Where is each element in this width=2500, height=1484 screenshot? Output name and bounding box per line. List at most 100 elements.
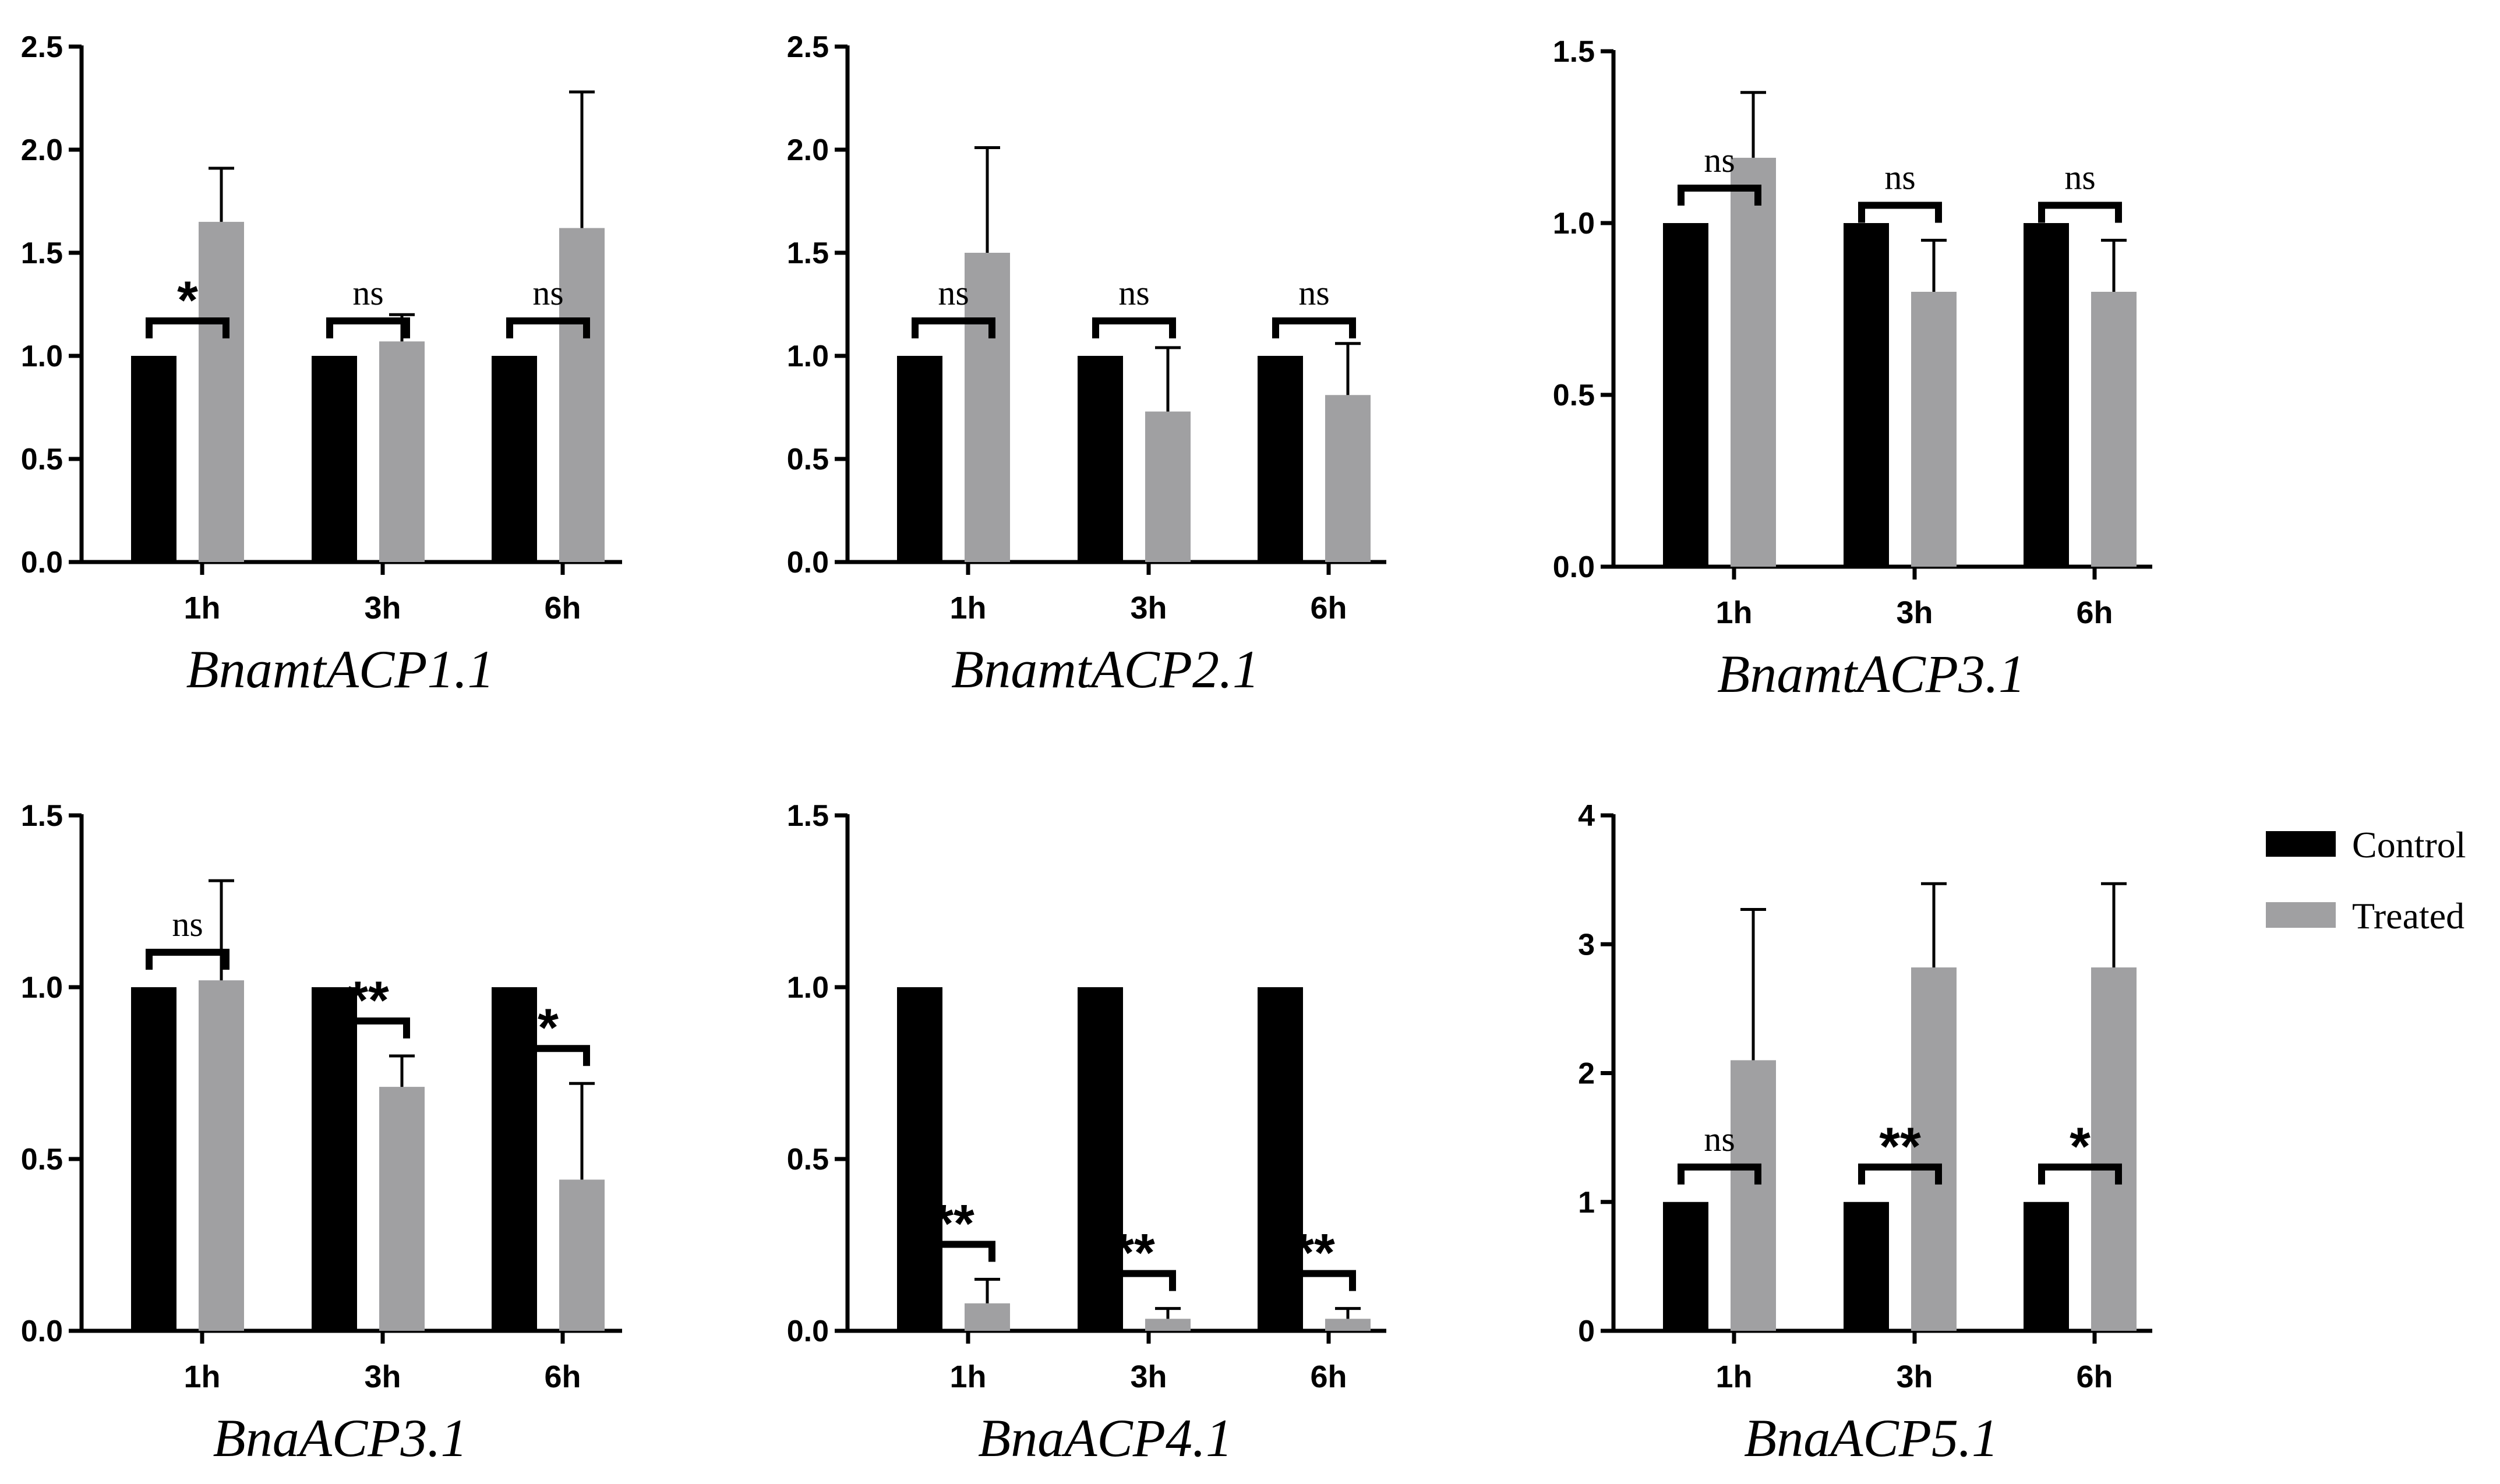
y-tick-label: 0	[1578, 1315, 1595, 1348]
y-tick-label: 0.0	[787, 1315, 829, 1348]
y-tick-label: 2.0	[21, 133, 63, 167]
y-tick-label: 1.5	[21, 799, 63, 833]
y-tick-label: 0.0	[21, 1315, 63, 1348]
bar-control-6h	[2024, 1202, 2069, 1331]
x-tick-label-3h: 3h	[364, 591, 401, 626]
y-tick-label: 2	[1578, 1057, 1595, 1091]
significance-bracket-6h	[1272, 317, 1356, 338]
y-tick-label: 1.5	[787, 799, 829, 833]
significance-label-1h: ns	[1704, 1120, 1735, 1158]
significance-bracket-3h	[1092, 317, 1176, 338]
legend-swatch-treated	[2266, 902, 2336, 928]
significance-label-1h: ns	[172, 905, 203, 944]
significance-bracket-1h	[1678, 185, 1761, 206]
significance-label-1h: *	[177, 271, 198, 330]
bar-treated-1h	[199, 221, 244, 562]
bar-treated-3h	[1911, 967, 1957, 1331]
significance-bracket-1h	[912, 317, 995, 338]
y-tick-label: 1	[1578, 1186, 1595, 1220]
bar-treated-1h	[199, 980, 244, 1331]
bar-control-1h	[131, 356, 176, 562]
bar-control-6h	[492, 987, 537, 1331]
legend-label-treated: Treated	[2352, 895, 2464, 937]
bar-control-3h	[312, 987, 357, 1331]
bar-treated-3h	[1145, 411, 1191, 562]
x-tick-label-3h: 3h	[1130, 1359, 1167, 1394]
y-tick-label: 1.0	[787, 971, 829, 1005]
significance-label-6h: *	[2070, 1117, 2091, 1176]
significance-label-6h: ns	[1298, 274, 1329, 312]
bar-treated-6h	[1325, 395, 1371, 562]
significance-bracket-1h	[146, 949, 229, 970]
y-tick-label: 1.0	[21, 971, 63, 1005]
y-tick-label: 1.5	[787, 236, 829, 270]
y-tick-label: 0.5	[1553, 379, 1595, 412]
y-tick-label: 1.5	[21, 236, 63, 270]
x-tick-label-1h: 1h	[949, 1359, 986, 1394]
x-tick-label-6h: 6h	[2076, 595, 2113, 630]
y-tick-label: 2.5	[21, 30, 63, 64]
y-tick-label: 3	[1578, 928, 1595, 962]
x-tick-label-6h: 6h	[544, 1359, 581, 1394]
significance-label-3h: **	[1879, 1117, 1921, 1176]
bar-control-1h	[897, 356, 942, 562]
significance-label-6h: ns	[532, 274, 563, 312]
bar-control-3h	[1844, 1202, 1889, 1331]
significance-bracket-1h	[1678, 1163, 1761, 1185]
significance-bracket-3h	[1858, 202, 1942, 223]
bar-treated-3h	[379, 341, 425, 562]
bar-treated-6h	[2091, 967, 2137, 1331]
x-tick-label-3h: 3h	[1130, 591, 1167, 626]
bar-control-1h	[1663, 223, 1708, 567]
significance-bracket-6h	[2038, 202, 2122, 223]
significance-bracket-3h	[326, 317, 410, 338]
significance-bracket-3h	[1858, 1163, 1942, 1185]
bar-control-1h	[1663, 1202, 1708, 1331]
significance-label-3h: ns	[1884, 158, 1915, 197]
bar-treated-6h	[559, 228, 605, 562]
bar-control-1h	[897, 987, 942, 1331]
y-tick-label: 1.0	[787, 340, 829, 373]
bar-control-6h	[2024, 223, 2069, 567]
y-tick-label: 0.0	[787, 546, 829, 580]
y-tick-label: 1.5	[1553, 35, 1595, 69]
x-tick-label-6h: 6h	[2076, 1359, 2113, 1394]
bar-treated-1h	[1731, 157, 1776, 567]
bar-control-1h	[131, 987, 176, 1331]
y-tick-label: 0.0	[1553, 550, 1595, 584]
x-tick-label-3h: 3h	[1896, 595, 1933, 630]
bar-control-3h	[1844, 223, 1889, 567]
panel-title: BnamtACP2.1	[951, 639, 1259, 699]
y-tick-label: 0.5	[787, 1143, 829, 1176]
x-tick-label-6h: 6h	[544, 591, 581, 626]
legend-label-control: Control	[2352, 824, 2466, 865]
chart-bnamtacp2-1: 0.0 0.5 1.0 1.5 2.0 2.5 1h ns 3h ns 6h ns BnamtACP2.…	[787, 30, 1386, 699]
x-tick-label-1h: 1h	[949, 591, 986, 626]
panel-title: BnaACP5.1	[1744, 1408, 1998, 1468]
x-tick-label-1h: 1h	[183, 591, 220, 626]
bar-control-6h	[1258, 356, 1303, 562]
x-tick-label-1h: 1h	[1715, 595, 1752, 630]
significance-bracket-6h	[506, 1045, 590, 1066]
significance-bracket-3h	[326, 1017, 410, 1038]
significance-label-6h: *	[538, 998, 559, 1058]
significance-bracket-6h	[2038, 1163, 2122, 1185]
chart-bnaacp3-1: 0.0 0.5 1.0 1.5 1h ns 3h ** 6h * BnaACP3.1	[21, 799, 622, 1468]
x-tick-label-1h: 1h	[1715, 1359, 1752, 1394]
y-tick-label: 4	[1578, 799, 1595, 833]
bar-treated-1h	[1731, 1060, 1776, 1331]
panel-title: BnaACP4.1	[978, 1408, 1233, 1468]
bar-treated-6h	[559, 1179, 605, 1331]
bar-treated-1h	[965, 1303, 1010, 1331]
x-tick-label-3h: 3h	[364, 1359, 401, 1394]
significance-bracket-1h	[912, 1241, 995, 1262]
significance-label-6h: ns	[2064, 158, 2095, 197]
bar-treated-1h	[965, 253, 1010, 562]
chart-bnamtacp1-1: 0.0 0.5 1.0 1.5 2.0 2.5 1h * 3h ns 6h ns BnamtACP1.1	[21, 30, 622, 699]
bar-treated-6h	[2091, 292, 2137, 567]
significance-label-1h: ns	[1704, 141, 1735, 179]
chart-bnaacp5-1: 0 1 2 3 4 1h ns 3h ** 6h * BnaACP5.1	[1578, 799, 2152, 1468]
significance-label-6h: **	[1293, 1224, 1335, 1283]
legend: Control Treated	[2266, 824, 2466, 937]
